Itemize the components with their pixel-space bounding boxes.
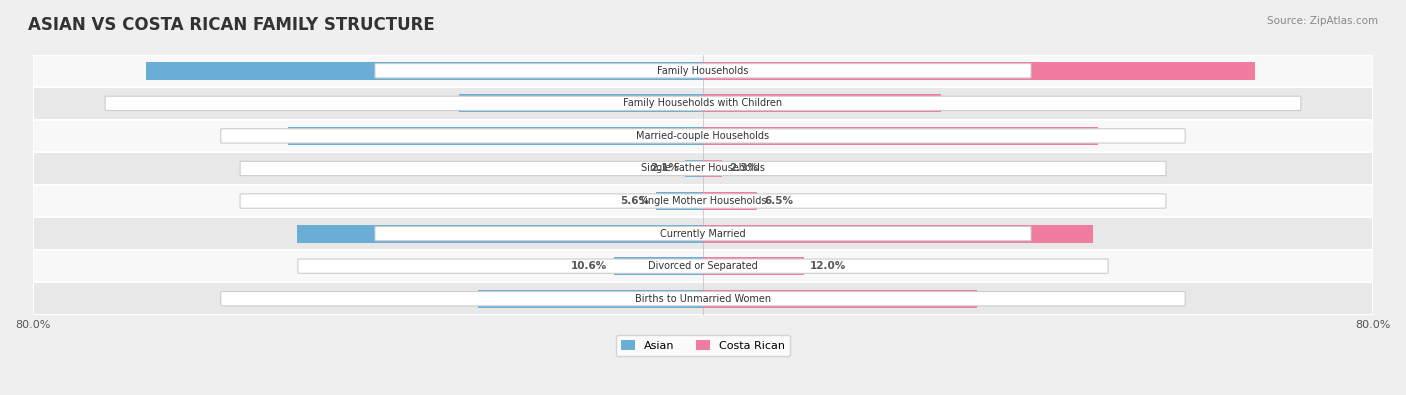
Bar xyxy=(32,282,1374,315)
Bar xyxy=(298,225,703,243)
Bar xyxy=(685,160,703,177)
Text: Currently Married: Currently Married xyxy=(661,229,745,239)
Text: 32.7%: 32.7% xyxy=(823,294,858,304)
Bar xyxy=(146,62,703,80)
Text: 26.8%: 26.8% xyxy=(572,294,609,304)
Bar xyxy=(32,250,1374,282)
Bar xyxy=(478,290,703,308)
Bar xyxy=(657,192,703,210)
Text: Family Households: Family Households xyxy=(658,66,748,76)
Bar xyxy=(32,152,1374,185)
Bar xyxy=(32,87,1374,120)
Text: ASIAN VS COSTA RICAN FAMILY STRUCTURE: ASIAN VS COSTA RICAN FAMILY STRUCTURE xyxy=(28,16,434,34)
Bar xyxy=(288,127,703,145)
Text: 29.1%: 29.1% xyxy=(562,98,599,108)
Bar xyxy=(703,225,1092,243)
Text: 2.3%: 2.3% xyxy=(728,164,758,173)
FancyBboxPatch shape xyxy=(240,194,1166,208)
FancyBboxPatch shape xyxy=(240,161,1166,176)
Text: 2.1%: 2.1% xyxy=(650,164,679,173)
Text: Source: ZipAtlas.com: Source: ZipAtlas.com xyxy=(1267,16,1378,26)
Bar xyxy=(703,257,804,275)
Bar xyxy=(703,94,941,112)
Bar xyxy=(614,257,703,275)
Text: 5.6%: 5.6% xyxy=(620,196,650,206)
FancyBboxPatch shape xyxy=(375,64,1031,78)
Bar xyxy=(703,62,1256,80)
Bar xyxy=(703,127,1098,145)
Text: Births to Unmarried Women: Births to Unmarried Women xyxy=(636,294,770,304)
Text: 47.2%: 47.2% xyxy=(883,131,920,141)
FancyBboxPatch shape xyxy=(105,96,1301,111)
Text: 65.9%: 65.9% xyxy=(962,66,997,76)
FancyBboxPatch shape xyxy=(298,259,1108,273)
Text: 66.5%: 66.5% xyxy=(406,66,443,76)
Text: Divorced or Separated: Divorced or Separated xyxy=(648,261,758,271)
FancyBboxPatch shape xyxy=(221,129,1185,143)
Text: 12.0%: 12.0% xyxy=(810,261,846,271)
Text: 46.5%: 46.5% xyxy=(880,229,915,239)
Text: Married-couple Households: Married-couple Households xyxy=(637,131,769,141)
FancyBboxPatch shape xyxy=(221,292,1185,306)
Text: 10.6%: 10.6% xyxy=(571,261,607,271)
Text: 6.5%: 6.5% xyxy=(765,196,793,206)
Text: 28.4%: 28.4% xyxy=(804,98,841,108)
FancyBboxPatch shape xyxy=(375,226,1031,241)
Text: 49.5%: 49.5% xyxy=(478,131,513,141)
Bar xyxy=(32,120,1374,152)
Bar xyxy=(32,185,1374,217)
Legend: Asian, Costa Rican: Asian, Costa Rican xyxy=(616,335,790,356)
Bar xyxy=(460,94,703,112)
Text: 48.4%: 48.4% xyxy=(482,229,519,239)
Bar xyxy=(703,160,723,177)
Bar xyxy=(32,55,1374,87)
Bar xyxy=(703,290,977,308)
Text: Single Father Households: Single Father Households xyxy=(641,164,765,173)
Text: Single Mother Households: Single Mother Households xyxy=(640,196,766,206)
Text: Family Households with Children: Family Households with Children xyxy=(623,98,783,108)
Bar xyxy=(32,217,1374,250)
Bar xyxy=(703,192,758,210)
